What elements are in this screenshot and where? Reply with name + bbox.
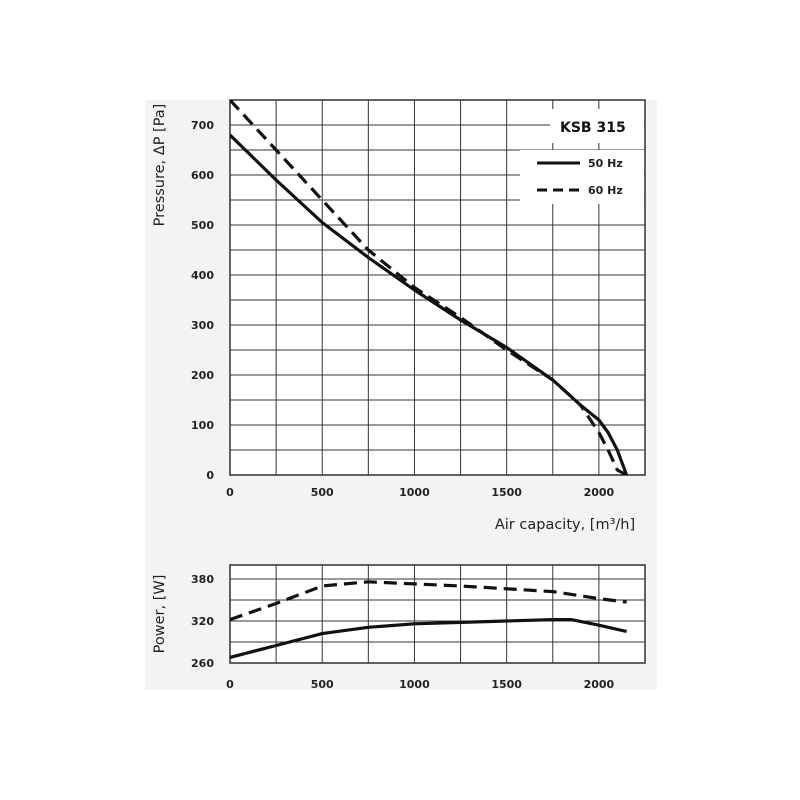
model-label-box (550, 109, 644, 143)
x-tick-label: 2000 (584, 678, 615, 691)
legend-label: 60 Hz (588, 184, 623, 197)
y-tick-label: 600 (191, 169, 214, 182)
y-tick-label: 400 (191, 269, 214, 282)
y-tick-label: 320 (191, 615, 214, 628)
x-tick-label: 500 (311, 678, 334, 691)
series-line-50-hz (230, 133, 629, 475)
y-tick-label: 200 (191, 369, 214, 382)
series-line-60-hz (230, 580, 627, 622)
y-tick-label: 380 (191, 573, 214, 586)
x-tick-label: 0 (226, 486, 234, 499)
series-line-60-hz (230, 100, 628, 475)
y-tick-label: 300 (191, 319, 214, 332)
x-tick-label: 0 (226, 678, 234, 691)
y-tick-label: 700 (191, 119, 214, 132)
x-tick-label: 1500 (491, 678, 522, 691)
y-axis-title: Power, [W] (152, 575, 168, 654)
plot-area (229, 564, 646, 664)
y-axis-title: Pressure, ΔP [Pa] (152, 104, 168, 227)
pressure-chart: 0 500 1000 1500 2000 0 100 200 300 400 500 600 700 Pr… (152, 99, 646, 533)
power-chart: 0 500 1000 1500 2000 260 320 380 Power, [W] (152, 564, 646, 691)
model-label: KSB 315 (560, 120, 626, 136)
x-tick-label: 500 (311, 486, 334, 499)
x-tick-label: 1000 (399, 678, 430, 691)
x-tick-label: 1500 (491, 486, 522, 499)
y-tick-label: 100 (191, 419, 214, 432)
x-tick-label: 1000 (399, 486, 430, 499)
legend-box (520, 150, 644, 204)
legend-label: 50 Hz (588, 157, 623, 170)
series-line-50-hz (230, 618, 627, 659)
y-tick-label: 260 (191, 657, 214, 670)
y-tick-label: 500 (191, 219, 214, 232)
x-axis-title: Air capacity, [m³/h] (495, 517, 635, 533)
x-tick-label: 2000 (584, 486, 615, 499)
y-tick-label: 0 (206, 469, 214, 482)
